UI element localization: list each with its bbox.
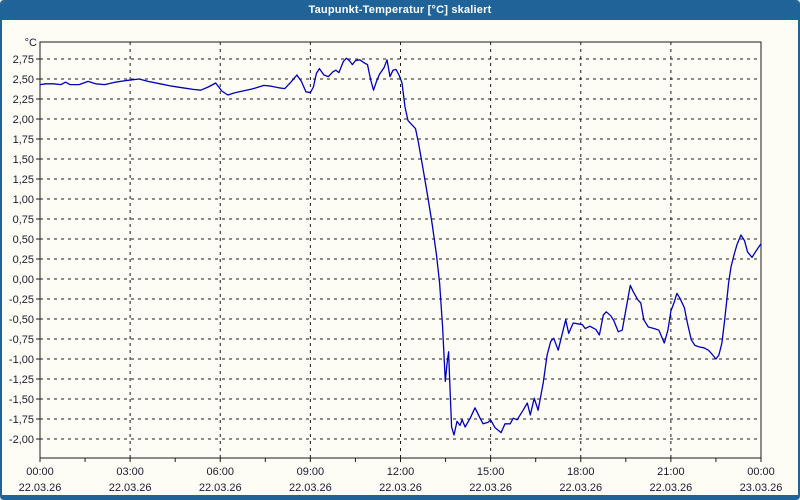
x-date-label: 22.03.26 [469, 482, 512, 494]
y-tick-label: 1,75 [13, 134, 34, 146]
x-date-label: 23.03.26 [740, 482, 783, 494]
x-date-label: 22.03.26 [289, 482, 332, 494]
y-tick-label: 0,25 [13, 254, 34, 266]
y-tick-label: -1,00 [9, 354, 34, 366]
y-tick-label: 1,50 [13, 154, 34, 166]
x-time-label: 15:00 [477, 466, 505, 478]
y-tick-label: -2,00 [9, 434, 34, 446]
y-tick-label: -0,50 [9, 314, 34, 326]
window-title-bar: Taupunkt-Temperatur [°C] skaliert [2, 2, 798, 20]
x-time-label: 12:00 [387, 466, 415, 478]
temperature-line [39, 57, 762, 436]
y-tick-label: 2,75 [13, 54, 34, 66]
x-time-label: 00:00 [747, 466, 775, 478]
y-tick-label: -0,75 [9, 334, 34, 346]
x-date-label: 22.03.26 [649, 482, 692, 494]
x-date-label: 22.03.26 [199, 482, 242, 494]
y-tick-label: 2,25 [13, 94, 34, 106]
y-axis-unit-label: °C [25, 37, 37, 49]
x-time-label: 06:00 [206, 466, 234, 478]
y-tick-label: -1,25 [9, 374, 34, 386]
x-time-label: 03:00 [116, 466, 144, 478]
y-tick-label: -1,75 [9, 414, 34, 426]
x-date-label: 22.03.26 [559, 482, 602, 494]
y-tick-label: -1,50 [9, 394, 34, 406]
y-tick-label: 2,50 [13, 74, 34, 86]
x-time-label: 21:00 [657, 466, 685, 478]
y-tick-label: 1,00 [13, 194, 34, 206]
y-tick-label: 0,75 [13, 214, 34, 226]
window-title: Taupunkt-Temperatur [°C] skaliert [308, 4, 492, 16]
plot-frame [39, 41, 762, 459]
y-tick-label: 1,25 [13, 174, 34, 186]
y-tick-label: 0,50 [13, 234, 34, 246]
x-date-label: 22.03.26 [109, 482, 152, 494]
y-tick-label: -0,25 [9, 294, 34, 306]
y-tick-label: 0,00 [13, 274, 34, 286]
x-time-label: 18:00 [567, 466, 595, 478]
y-tick-label: 2,00 [13, 114, 34, 126]
x-date-label: 22.03.26 [379, 482, 422, 494]
x-date-label: 22.03.26 [19, 482, 62, 494]
x-time-label: 00:00 [26, 466, 54, 478]
x-time-label: 09:00 [297, 466, 325, 478]
